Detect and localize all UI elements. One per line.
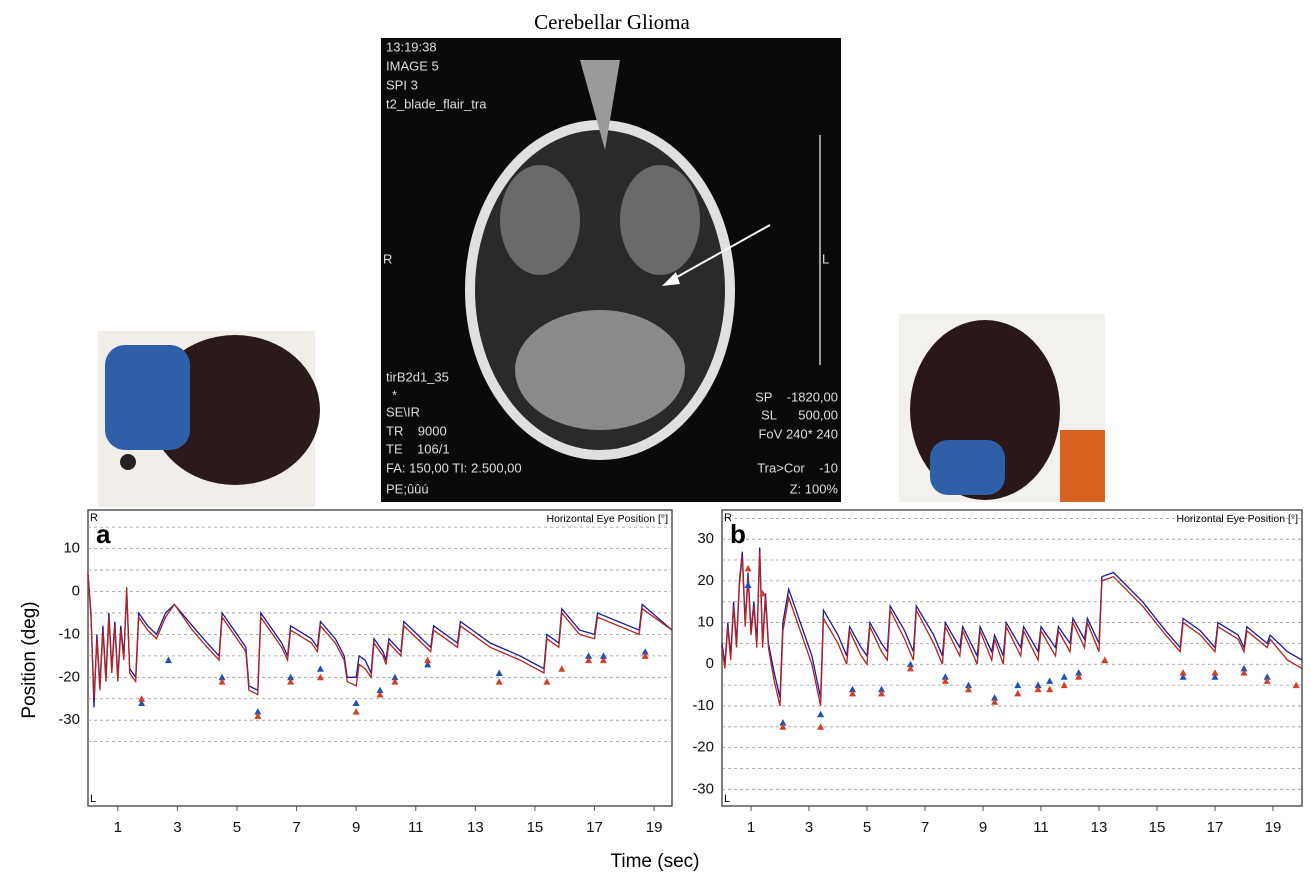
- y-axis-label: Position (deg): [19, 601, 40, 718]
- annotation: Horizontal Eye Position [°]: [546, 513, 668, 525]
- corner-label: L: [724, 793, 730, 805]
- x-tick-label: 9: [352, 819, 360, 836]
- panel-label: a: [96, 519, 111, 549]
- corner-label: R: [90, 512, 98, 524]
- annotation: Horizontal Eye Position [°]: [1176, 513, 1298, 525]
- x-tick-label: 3: [173, 819, 181, 836]
- x-tick-label: 13: [1091, 819, 1108, 836]
- mri-label: FA: 150,00 TI: 2.500,00: [386, 460, 522, 475]
- mri-label: Tra>Cor -10: [757, 460, 838, 475]
- mri-label: L: [822, 251, 829, 266]
- mri-label: SPI 3: [386, 77, 418, 92]
- x-tick-label: 17: [1207, 819, 1224, 836]
- y-tick-label: 30: [697, 530, 714, 547]
- x-tick-label: 15: [527, 819, 544, 836]
- corner-label: L: [90, 793, 96, 805]
- x-tick-label: 19: [1265, 819, 1282, 836]
- x-tick-label: 5: [233, 819, 241, 836]
- y-tick-label: 20: [697, 572, 714, 589]
- mri-label: 13:19:38: [386, 39, 437, 54]
- x-tick-label: 1: [747, 819, 755, 836]
- y-tick-label: 10: [63, 540, 80, 557]
- x-tick-label: 15: [1149, 819, 1166, 836]
- x-tick-label: 9: [979, 819, 987, 836]
- mri-label: PE;ûûú: [386, 481, 429, 496]
- x-tick-label: 7: [921, 819, 929, 836]
- corner-label: R: [724, 512, 732, 524]
- mri-label: FoV 240* 240: [758, 426, 838, 441]
- y-tick-label: -10: [692, 697, 714, 714]
- photo-right: [899, 314, 1105, 502]
- x-tick-label: 3: [805, 819, 813, 836]
- mri-label: t2_blade_flair_tra: [386, 96, 487, 111]
- x-tick-label: 5: [863, 819, 871, 836]
- y-tick-label: -30: [692, 780, 714, 797]
- figure-title: Cerebellar Glioma: [534, 10, 690, 34]
- x-tick-label: 7: [292, 819, 300, 836]
- x-tick-label: 1: [114, 819, 122, 836]
- photo-left: [98, 331, 320, 507]
- x-tick-label: 19: [646, 819, 663, 836]
- x-tick-label: 13: [467, 819, 484, 836]
- figure: Cerebellar Glioma Position (deg) Time (s…: [0, 0, 1311, 879]
- plot-frame: [722, 510, 1302, 806]
- mri-label: IMAGE 5: [386, 58, 439, 73]
- mri-label: *: [392, 387, 397, 402]
- x-tick-label: 11: [1033, 819, 1049, 836]
- y-tick-label: 0: [706, 655, 714, 672]
- mri-label: SL 500,00: [761, 407, 838, 422]
- x-tick-label: 17: [586, 819, 603, 836]
- y-tick-label: 0: [72, 582, 80, 599]
- mri-label: TR 9000: [386, 423, 447, 438]
- mri-label: SE\IR: [386, 404, 420, 419]
- mri-label: SP -1820,00: [755, 389, 838, 404]
- y-tick-label: -20: [58, 668, 80, 685]
- mri-label: Z: 100%: [790, 481, 839, 496]
- x-axis-label: Time (sec): [610, 851, 699, 872]
- mri-label: tirB2d1_35: [386, 369, 449, 384]
- x-tick-label: 11: [408, 819, 424, 836]
- mri-label: R: [383, 251, 392, 266]
- y-tick-label: -20: [692, 739, 714, 756]
- y-tick-label: -30: [58, 711, 80, 728]
- panel-label: b: [730, 519, 746, 549]
- y-tick-label: 10: [697, 614, 714, 631]
- plot-frame: [88, 510, 672, 806]
- y-tick-label: -10: [58, 625, 80, 642]
- mri-label: TE 106/1: [386, 441, 450, 456]
